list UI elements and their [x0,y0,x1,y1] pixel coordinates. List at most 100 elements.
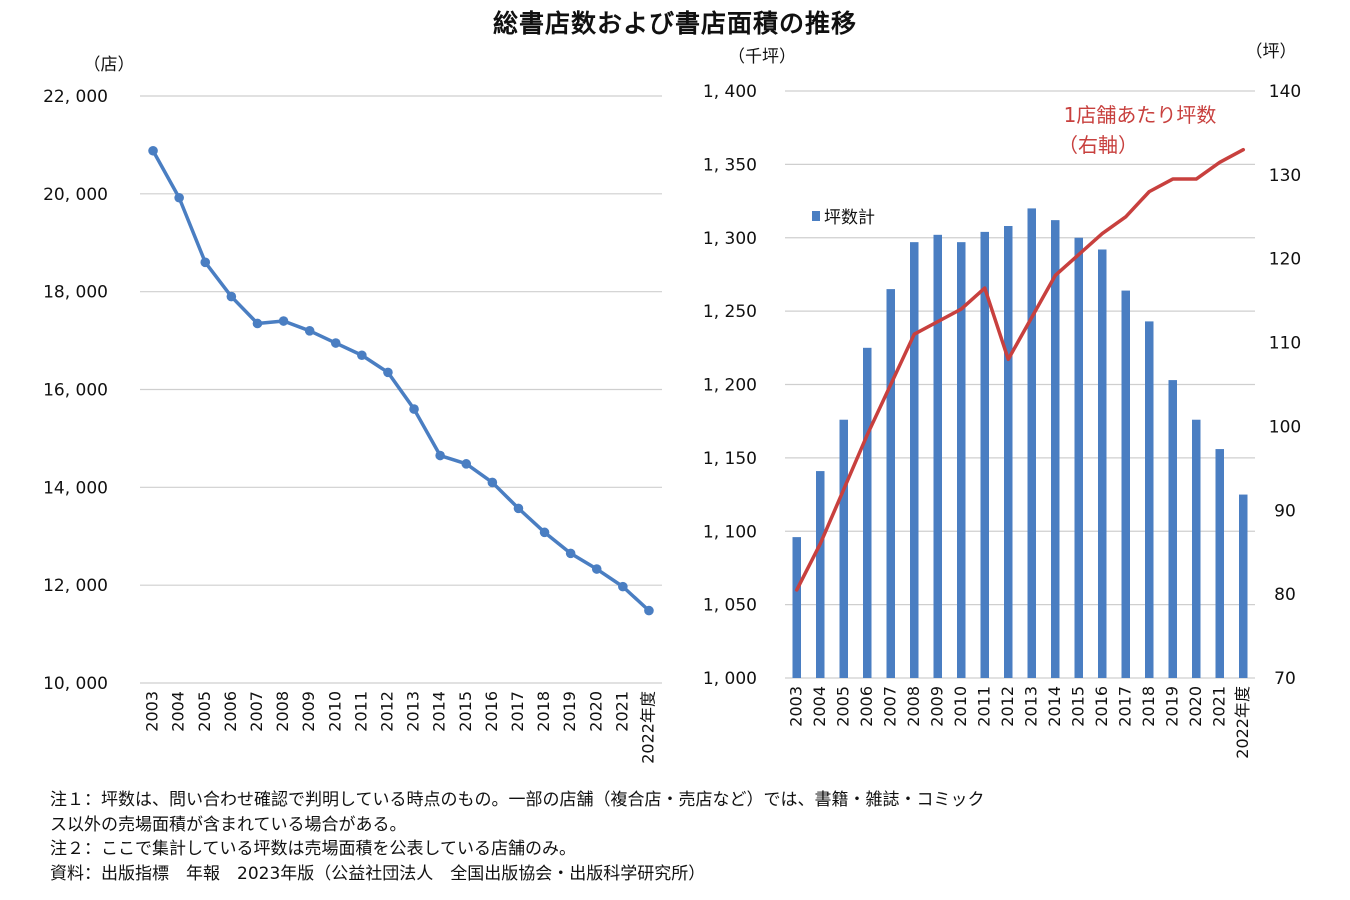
left-x-tick-label: 2011 [351,691,370,732]
note-1-line-2: ス以外の売場面積が含まれている場合がある。 [50,814,407,835]
legend-swatch-floor-area [812,211,820,221]
right-axis-tick-label: 90 [1274,501,1296,521]
note-2: 注２：ここで集計している坪数は売場面積を公表している店舗のみ。 [50,839,576,859]
right-x-tick-label: 2006 [857,686,876,727]
store-count-point [383,367,393,378]
left-y-unit-label: （店） [84,55,135,75]
store-count-point [461,459,472,469]
store-count-point [618,581,628,592]
left-axis-tick-label: 1, 300 [703,229,757,249]
right-axis-tick-label: 130 [1269,166,1301,186]
source-note: 資料：出版指標 年報 2023年版（公益社団法人 全国出版協会・出版科学研究所） [50,863,706,884]
left-axis-tick-label: 1, 150 [703,449,757,469]
left-y-tick-label: 10, 000 [43,674,108,694]
right-x-tick-label: 2007 [880,686,899,727]
floor-area-bar [1074,237,1083,678]
floor-area-bar [957,242,966,678]
right-x-tick-label: 2020 [1186,686,1205,727]
floor-area-bar [1098,249,1107,679]
store-count-point [148,145,158,156]
left-x-tick-label: 2020 [586,691,605,732]
store-count-point [409,404,419,414]
floor-area-bar [1027,208,1036,678]
store-count-point [330,338,341,348]
left-x-tick-label: 2010 [325,691,344,732]
right-x-tick-label: 2011 [974,686,993,727]
floor-area-bar [1004,226,1013,678]
right-x-tick-label: 2016 [1092,686,1111,727]
right-x-tick-label: 2014 [1045,686,1064,727]
right-axis-tick-label: 140 [1269,82,1301,102]
right-x-tick-label: 2019 [1162,686,1181,727]
right-x-tick-label: 2018 [1139,686,1158,727]
right-x-tick-label: 2017 [1115,686,1134,727]
left-axis-tick-label: 1, 050 [703,596,757,616]
left-axis-tick-label: 1, 350 [703,155,757,175]
left-x-tick-label: 2018 [534,691,553,732]
charts-canvas: 10, 000 12, 000 14, 000 16, 000 18, 000 20, 0… [43,42,1301,764]
store-count-point [539,527,550,538]
floor-area-bar [1192,419,1201,678]
right-x-tick-label: 2022年度 [1233,686,1252,759]
right-x-tick-label: 2015 [1068,686,1087,727]
left-x-tick-label: 2006 [221,691,240,732]
store-count-point [226,291,237,302]
floor-area-bar [980,231,989,678]
left-x-tick-label: 2003 [143,691,162,732]
legend-label-floor-area: 坪数計 [824,208,875,228]
right-axis-tick-label: 70 [1274,669,1296,689]
left-x-tick-label: 2007 [247,691,266,732]
right-axis-tick-label: 100 [1269,417,1301,437]
left-x-tick-label: 2019 [560,691,579,732]
right-axis-unit-label: （坪） [1246,42,1297,62]
note-1-line-1: 注１：坪数は、問い合わせ確認で判明している時点のもの。一部の店舗（複合店・売店な… [50,790,985,810]
right-x-tick-label: 2003 [786,686,805,727]
right-axis-tick-label: 120 [1269,250,1301,270]
store-count-point [644,605,654,616]
store-count-point [304,326,315,336]
left-axis-tick-label: 1, 000 [703,669,757,689]
store-count-point [200,257,211,268]
left-axis-tick-label: 1, 200 [703,376,757,396]
right-axis-tick-label: 110 [1269,334,1301,354]
floor-area-bar [863,347,872,678]
left-axis-tick-label: 1, 250 [703,302,757,322]
floor-area-bar [933,234,942,678]
left-x-tick-label: 2012 [377,691,396,732]
floor-area-bar [1121,290,1130,678]
left-x-tick-label: 2021 [612,691,631,732]
right-x-tick-label: 2012 [998,686,1017,727]
right-axis-tick-label: 80 [1274,585,1296,605]
right-x-tick-label: 2013 [1021,686,1040,727]
left-x-tick-label: 2009 [299,691,318,732]
per-store-area-line [795,147,1245,592]
right-x-tick-label: 2010 [951,686,970,727]
floor-area-bar [886,289,895,678]
floor-area-bar [1168,380,1177,678]
store-count-point [357,350,367,361]
left-x-tick-label: 2013 [404,691,423,732]
store-count-line [151,149,651,613]
right-x-tick-label: 2008 [904,686,923,727]
store-count-point [174,192,184,203]
left-y-tick-label: 12, 000 [43,576,108,596]
floor-area-bar [839,419,848,678]
right-x-tick-label: 2004 [810,686,829,727]
store-count-point [513,503,524,514]
left-x-tick-label: 2014 [430,691,449,732]
left-x-tick-label: 2005 [195,691,214,732]
store-count-point [278,316,289,326]
per-store-line-label: 1店舗あたり坪数 [1064,103,1217,127]
store-count-point [435,450,445,461]
store-count-point [591,564,602,574]
store-count-point [252,318,263,329]
left-x-tick-label: 2015 [456,691,475,732]
left-x-tick-label: 2022年度 [638,691,657,764]
left-y-tick-label: 22, 000 [43,87,108,107]
floor-area-bar [1051,220,1060,678]
floor-area-bar [1145,321,1154,678]
per-store-line-axis-note: （右軸） [1058,133,1138,157]
left-axis-tick-label: 1, 100 [703,522,757,542]
left-x-tick-label: 2017 [508,691,527,732]
right-x-tick-label: 2021 [1209,686,1228,727]
